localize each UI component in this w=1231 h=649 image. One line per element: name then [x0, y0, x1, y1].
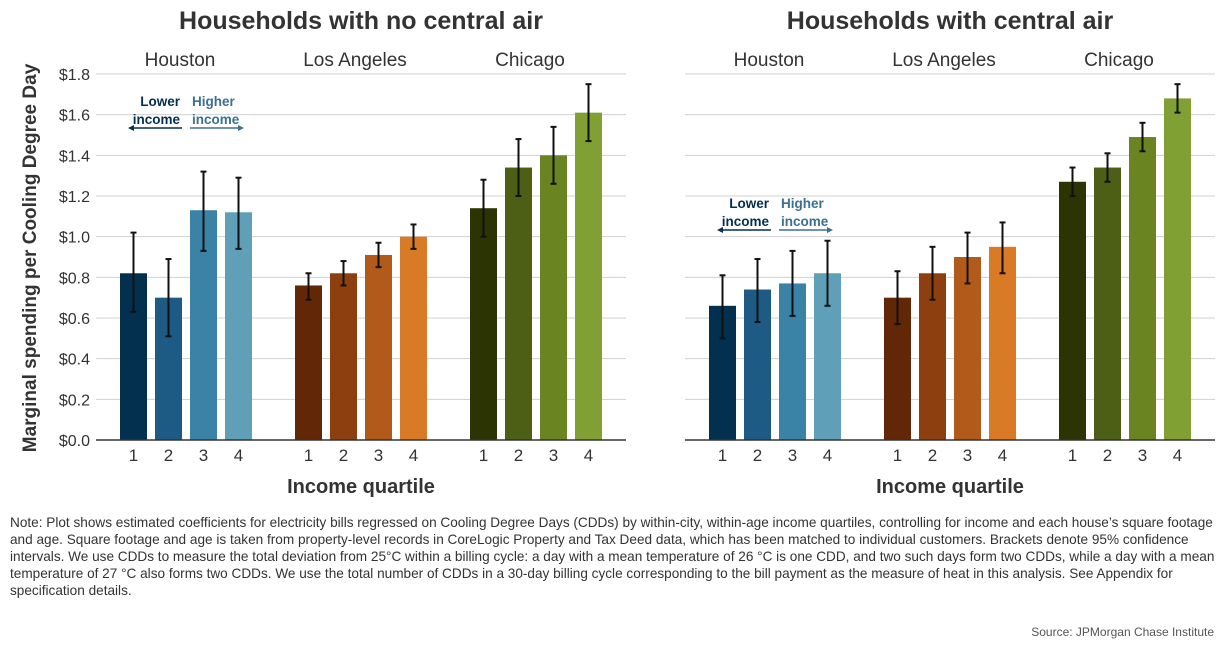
city-label: Houston	[145, 50, 216, 71]
x-axis-title: Income quartile	[876, 476, 1024, 498]
bar	[1129, 137, 1156, 441]
x-tick-label: 4	[409, 446, 418, 465]
bar	[295, 285, 322, 440]
x-tick-label: 4	[234, 446, 243, 465]
bar	[954, 257, 981, 440]
bar	[505, 167, 532, 441]
x-tick-label: 3	[549, 446, 558, 465]
bar	[400, 236, 427, 440]
y-tick-label: $1.2	[59, 189, 90, 206]
x-tick-label: 3	[788, 446, 797, 465]
y-axis-title: Marginal spending per Cooling Degree Day	[20, 63, 41, 452]
x-tick-label: 2	[1103, 446, 1112, 465]
x-tick-label: 1	[304, 446, 313, 465]
y-tick-label: $1.8	[59, 67, 90, 84]
annotation-higher-text: income	[192, 112, 240, 127]
bar	[1164, 98, 1191, 441]
annotation-higher-arrowhead	[827, 227, 833, 233]
source-label: Source: JPMorgan Chase Institute	[1031, 625, 1214, 639]
y-tick-label: $0.8	[59, 270, 90, 287]
y-tick-label: $1.6	[59, 108, 90, 125]
bar	[575, 112, 602, 440]
annotation-lower-arrowhead	[128, 125, 134, 131]
bar	[919, 273, 946, 440]
x-tick-label: 2	[753, 446, 762, 465]
city-label: Los Angeles	[892, 50, 996, 71]
x-tick-label: 1	[893, 446, 902, 465]
x-tick-label: 1	[718, 446, 727, 465]
x-tick-label: 2	[164, 446, 173, 465]
bar	[330, 273, 357, 440]
bar	[540, 155, 567, 441]
x-tick-label: 1	[479, 446, 488, 465]
city-label: Los Angeles	[303, 50, 407, 71]
y-tick-label: $0.6	[59, 311, 90, 328]
y-tick-label: $0.0	[59, 433, 90, 450]
x-tick-label: 1	[1068, 446, 1077, 465]
x-tick-label: 2	[514, 446, 523, 465]
y-tick-label: $0.2	[59, 392, 90, 409]
city-label: Chicago	[1084, 50, 1154, 71]
annotation-lower-arrowhead	[717, 227, 723, 233]
bar	[989, 246, 1016, 440]
x-tick-label: 3	[199, 446, 208, 465]
x-tick-label: 2	[928, 446, 937, 465]
y-tick-label: $1.4	[59, 148, 90, 165]
bar	[1094, 167, 1121, 441]
bar	[365, 254, 392, 440]
x-tick-label: 1	[129, 446, 138, 465]
footnote: Note: Plot shows estimated coefficients …	[10, 515, 1215, 598]
chart-title: Households with no central air	[179, 7, 543, 35]
x-tick-label: 4	[823, 446, 832, 465]
x-tick-label: 3	[963, 446, 972, 465]
x-tick-label: 2	[339, 446, 348, 465]
bar	[470, 208, 497, 440]
city-label: Houston	[734, 50, 805, 71]
annotation-higher-text: Higher	[781, 196, 825, 211]
annotation-lower-text: income	[133, 112, 181, 127]
charts-area: $0.0 $0.2 $0.4 $0.6 $0.8 $1.0 $1.2 $1.4 $1.6 $1.8…	[20, 7, 1215, 498]
x-axis-title: Income quartile	[287, 476, 435, 498]
x-tick-label: 4	[1173, 446, 1182, 465]
annotation-higher-text: income	[781, 214, 829, 229]
y-tick-label: $0.4	[59, 352, 90, 369]
annotation-lower-text: income	[722, 214, 770, 229]
annotation-higher-arrowhead	[238, 125, 244, 131]
city-label: Chicago	[495, 50, 565, 71]
annotation-lower-text: Lower	[729, 196, 770, 211]
annotation-higher-text: Higher	[192, 94, 236, 109]
annotation-lower-text: Lower	[140, 94, 181, 109]
bar	[1059, 181, 1086, 440]
x-tick-label: 3	[374, 446, 383, 465]
x-tick-label: 3	[1138, 446, 1147, 465]
x-tick-label: 4	[584, 446, 593, 465]
x-tick-label: 4	[998, 446, 1007, 465]
bar	[225, 212, 252, 440]
y-tick-label: $1.0	[59, 230, 90, 247]
chart-title: Households with central air	[787, 7, 1114, 35]
